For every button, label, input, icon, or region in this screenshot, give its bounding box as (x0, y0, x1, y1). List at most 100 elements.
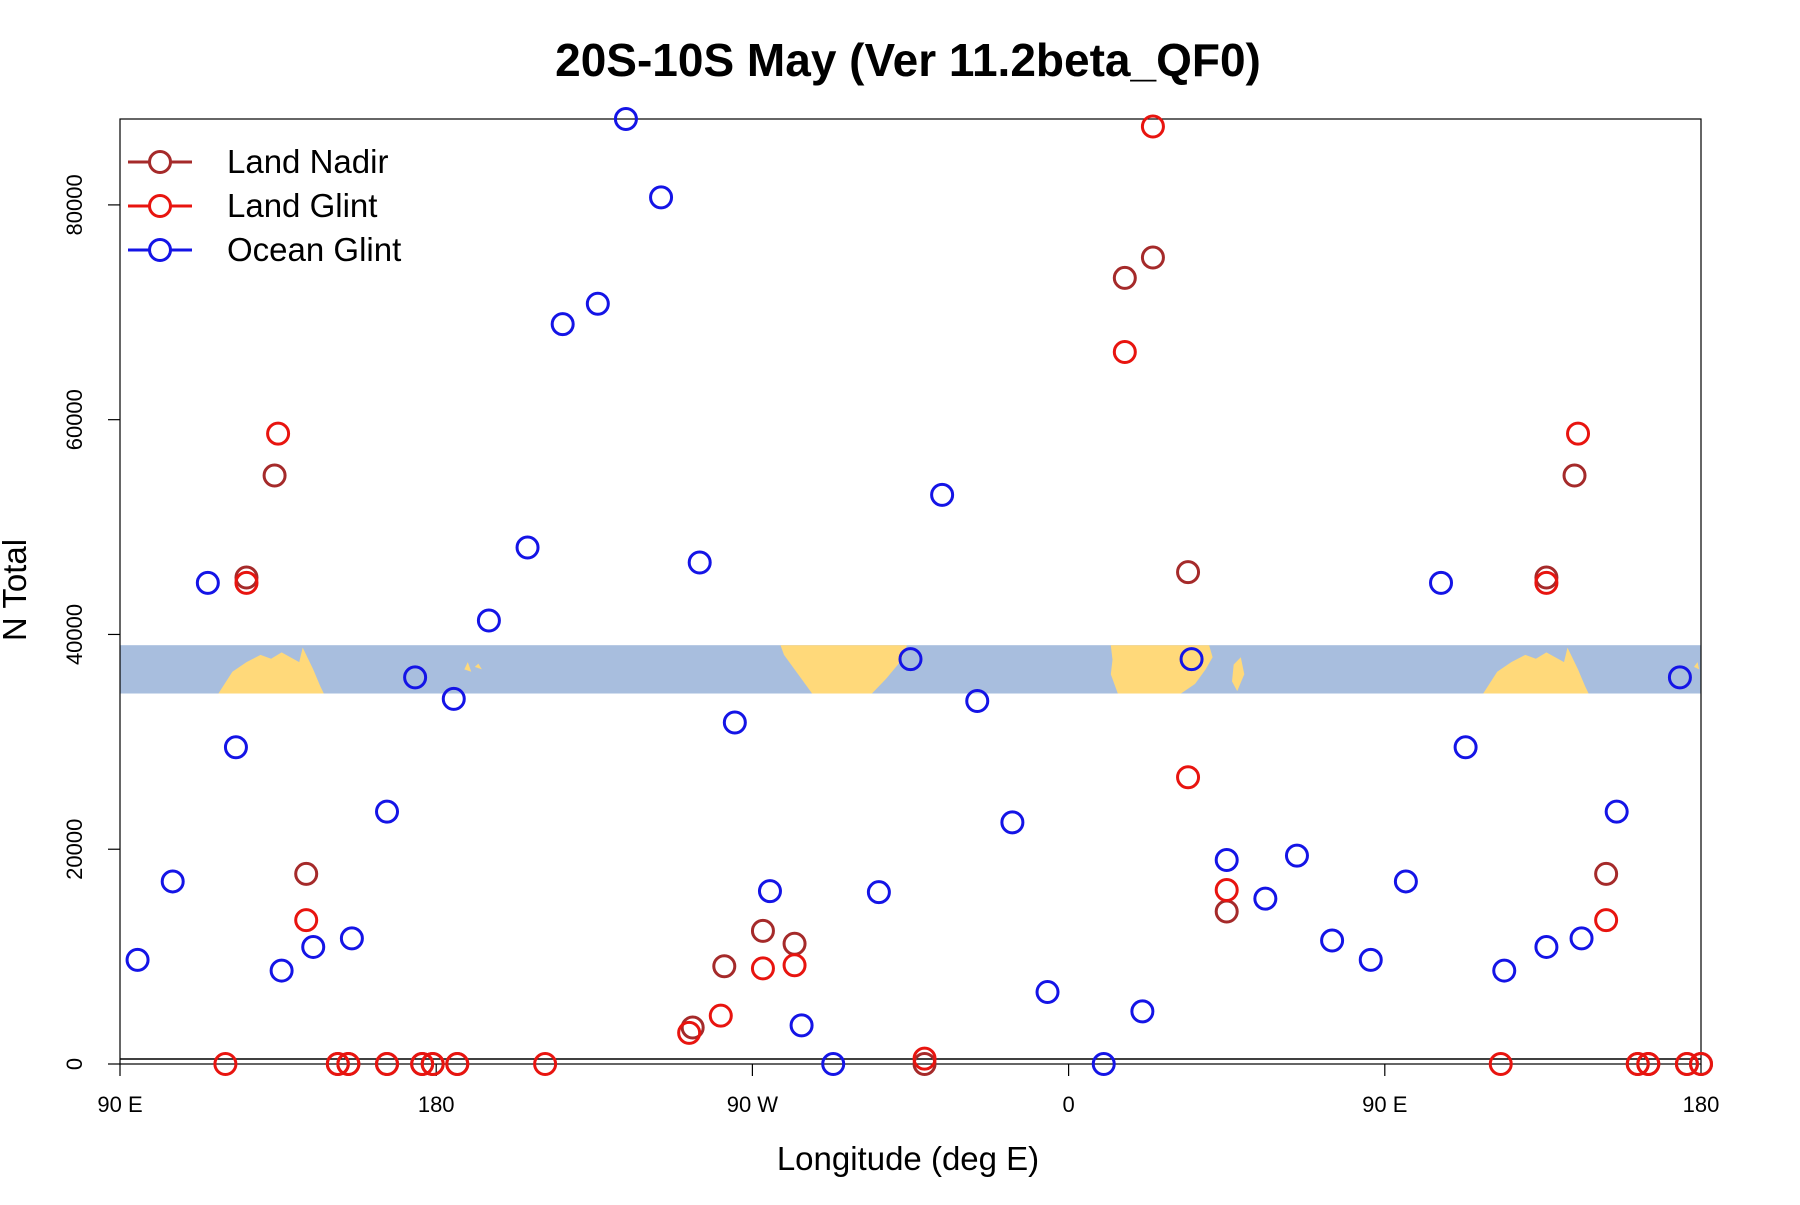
x-tick-label: 90 W (727, 1092, 779, 1117)
point-ocean-glint (375, 799, 400, 824)
point-ocean-glint (1358, 947, 1383, 972)
point-ocean-glint (1284, 843, 1309, 868)
point-land-nadir (262, 463, 287, 488)
point-land-glint (213, 1052, 238, 1076)
point-land-nadir (1140, 245, 1165, 270)
point-ocean-glint (1091, 1052, 1116, 1076)
point-ocean-glint (476, 608, 501, 633)
point-ocean-glint (301, 934, 326, 959)
point-land-glint (750, 956, 775, 981)
world-map-strip (120, 645, 1701, 694)
point-ocean-glint (1492, 958, 1517, 983)
point-land-glint (266, 421, 291, 446)
point-land-nadir (1594, 861, 1619, 886)
x-axis: 90 E 180 90 W 0 90 E 180 (97, 1064, 1719, 1117)
point-ocean-glint (649, 185, 674, 210)
point-ocean-glint (930, 482, 955, 507)
point-land-nadir (1176, 560, 1201, 585)
legend-marker-ocean-glint (148, 238, 172, 262)
point-land-glint (912, 1046, 937, 1071)
point-land-nadir (1562, 463, 1587, 488)
land-fiji-repeat (1694, 662, 1700, 670)
point-ocean-glint (1179, 647, 1204, 672)
point-ocean-glint (898, 647, 923, 672)
point-ocean-glint (1130, 999, 1155, 1024)
x-tick-label: 90 E (1362, 1092, 1407, 1117)
point-ocean-glint (613, 107, 638, 131)
point-ocean-glint (160, 869, 185, 894)
point-ocean-glint (223, 735, 248, 760)
y-axis-label: N Total (0, 539, 33, 641)
point-ocean-glint (687, 550, 712, 575)
point-ocean-glint (1035, 980, 1060, 1005)
point-land-glint (1594, 908, 1619, 933)
point-land-glint (1214, 878, 1239, 903)
x-axis-label: Longitude (deg E) (777, 1140, 1039, 1177)
land-south-america (780, 645, 907, 694)
point-ocean-glint (195, 570, 220, 595)
point-ocean-glint (866, 880, 891, 905)
point-ocean-glint (789, 1013, 814, 1038)
y-tick-label: 20000 (62, 819, 87, 880)
point-ocean-glint (1453, 735, 1478, 760)
point-land-nadir (294, 861, 319, 886)
point-land-glint (336, 1052, 361, 1076)
point-ocean-glint (821, 1052, 846, 1076)
point-ocean-glint (403, 665, 428, 690)
point-ocean-glint (1667, 665, 1692, 690)
point-ocean-glint (1604, 799, 1629, 824)
point-ocean-glint (722, 710, 747, 735)
legend-marker-land-glint (148, 194, 172, 218)
point-ocean-glint (125, 947, 150, 972)
legend: Land Nadir Land Glint Ocean Glint (128, 143, 401, 268)
point-ocean-glint (1393, 869, 1418, 894)
point-land-glint (375, 1052, 400, 1076)
chart-title: 20S-10S May (Ver 11.2beta_QF0) (555, 34, 1261, 86)
land-madagascar (1232, 657, 1245, 692)
point-land-glint (325, 1052, 350, 1076)
data-points (125, 107, 1713, 1076)
point-land-nadir (782, 931, 807, 956)
point-ocean-glint (1429, 570, 1454, 595)
point-ocean-glint (1320, 928, 1345, 953)
x-tick-label: 180 (1683, 1092, 1720, 1117)
point-land-glint (1112, 340, 1137, 365)
legend-label-land-nadir: Land Nadir (227, 143, 388, 180)
land-vanuatu (464, 662, 472, 672)
point-ocean-glint (441, 686, 466, 711)
x-tick-label: 0 (1062, 1092, 1074, 1117)
point-ocean-glint (339, 926, 364, 951)
legend-label-land-glint: Land Glint (227, 187, 377, 224)
land-australia-repeat (1483, 647, 1589, 694)
point-land-nadir (1112, 265, 1137, 290)
point-ocean-glint (1534, 934, 1559, 959)
point-ocean-glint (965, 689, 990, 714)
point-land-glint (420, 1052, 445, 1076)
plot-frame (119, 118, 1702, 1065)
x-tick-label: 180 (418, 1092, 455, 1117)
legend-label-ocean-glint: Ocean Glint (227, 231, 401, 268)
point-land-glint (1140, 114, 1165, 139)
point-land-glint (410, 1052, 435, 1076)
point-land-glint (1176, 765, 1201, 790)
point-ocean-glint (1000, 810, 1025, 835)
y-tick-label: 40000 (62, 604, 87, 665)
point-ocean-glint (515, 535, 540, 560)
point-land-glint (1625, 1052, 1650, 1076)
land-australia (218, 647, 324, 694)
point-land-glint (234, 570, 259, 595)
point-land-glint (677, 1020, 702, 1045)
point-land-nadir (750, 918, 775, 943)
point-ocean-glint (269, 958, 294, 983)
y-tick-label: 80000 (62, 174, 87, 235)
point-land-glint (533, 1052, 558, 1076)
point-land-nadir (1214, 899, 1239, 924)
point-land-glint (1674, 1052, 1699, 1076)
point-land-nadir (680, 1015, 705, 1040)
point-land-glint (782, 953, 807, 978)
point-land-glint (1534, 570, 1559, 595)
point-land-glint (445, 1052, 470, 1076)
point-land-glint (1636, 1052, 1661, 1076)
